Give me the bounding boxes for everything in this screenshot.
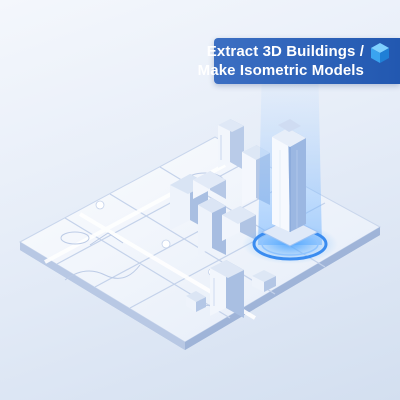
title-banner: Extract 3D Buildings / Make Isometric Mo… (198, 38, 400, 84)
building-block-cluster (170, 171, 256, 255)
building-tower-back (218, 119, 244, 170)
building-foreground-block (186, 260, 244, 318)
building-highlighted-skyscraper (260, 119, 320, 247)
building-small-right (252, 270, 276, 292)
banner-title-line-2: Make Isometric Models (197, 62, 364, 79)
banner-title-line-1: Extract 3D Buildings / (206, 43, 364, 60)
cube-icon (371, 43, 389, 63)
